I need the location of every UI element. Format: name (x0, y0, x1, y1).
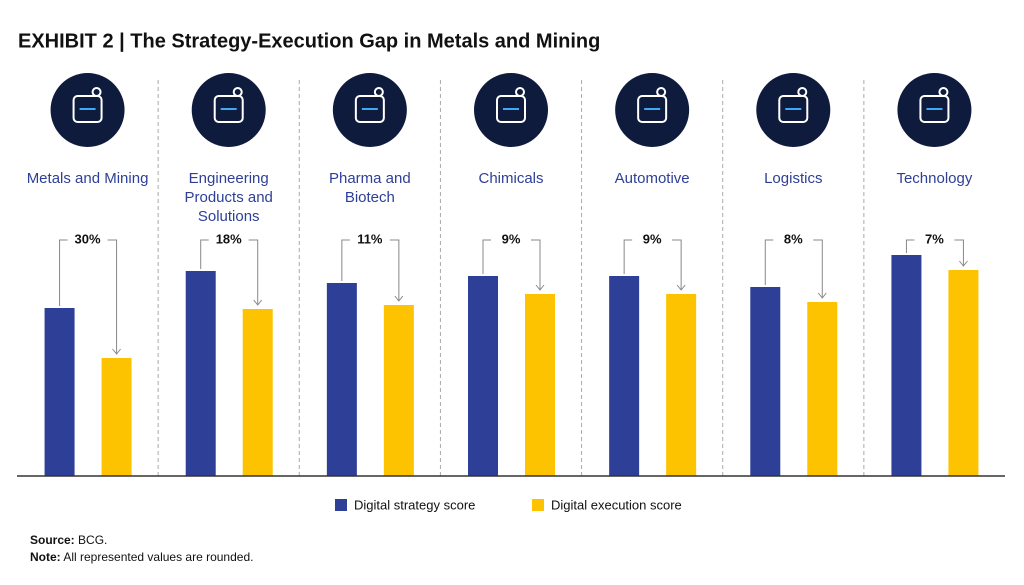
category-label: Chimicals (478, 170, 544, 187)
bar (948, 270, 979, 476)
icon-shape (919, 95, 950, 123)
category-label: Automotive (614, 170, 690, 187)
category-label: Engineering Products and Solutions (184, 170, 273, 225)
gap-bracket (623, 239, 682, 290)
icon-shape (778, 95, 809, 123)
bar (383, 305, 414, 476)
note-label: Note: (30, 550, 61, 564)
gap-label: 11% (357, 231, 383, 246)
legend-label: Digital strategy score (354, 497, 475, 512)
gap-label: 30% (75, 231, 101, 246)
gap-label: 8% (784, 231, 803, 246)
gap-bracket (764, 239, 823, 298)
icon-shape (373, 87, 384, 97)
chart-title: EXHIBIT 2 | The Strategy-Execution Gap i… (18, 30, 600, 52)
source: Source: BCG. (30, 533, 107, 547)
note-text: All represented values are rounded. (63, 550, 254, 564)
source-label: Source: (30, 533, 75, 547)
legend-swatch (532, 499, 544, 511)
bar (525, 294, 555, 476)
gap-label: 7% (925, 231, 944, 246)
bar (609, 276, 640, 476)
icon-shape (72, 95, 103, 123)
gap-arrow (112, 348, 121, 355)
gap-bracket (59, 239, 118, 354)
gap-arrow (253, 299, 263, 306)
icon-shape (938, 87, 949, 97)
gap-label: 9% (502, 231, 521, 246)
icon-shape (213, 95, 244, 123)
bar (468, 276, 498, 476)
icon-shape (496, 95, 526, 123)
source-text: BCG. (78, 533, 108, 547)
bar (326, 283, 357, 476)
gap-arrow (676, 284, 686, 291)
legend-swatch (335, 499, 347, 511)
gap-label: 18% (216, 231, 242, 246)
bar (185, 271, 216, 476)
icon (354, 87, 385, 123)
gap-bracket (341, 239, 400, 301)
gap-bracket (200, 239, 259, 305)
gap-arrow (394, 295, 404, 302)
icon-shape (656, 87, 667, 97)
icon (637, 87, 668, 123)
icon-shape (515, 87, 525, 97)
icon-shape (91, 87, 102, 97)
bar (891, 255, 922, 476)
category-label: Pharma and Biotech (328, 170, 411, 206)
icon (496, 87, 526, 123)
icon-shape (232, 87, 243, 97)
gap-arrow (535, 284, 545, 291)
icon-shape (797, 87, 808, 97)
icon (213, 87, 244, 123)
legend-label: Digital execution score (551, 497, 682, 512)
bar (44, 308, 75, 476)
bar (242, 309, 273, 476)
category-label: Metals and Mining (26, 170, 149, 187)
bar (750, 287, 781, 476)
gap-bracket (905, 239, 964, 266)
icon-shape (354, 95, 385, 123)
icon (778, 87, 809, 123)
gap-arrow (817, 292, 827, 299)
bar (807, 302, 838, 476)
icon (919, 87, 950, 123)
bar (101, 358, 132, 476)
note: Note: All represented values are rounded… (30, 550, 253, 564)
icon (72, 87, 103, 123)
bar (666, 294, 697, 476)
gap-bracket (482, 239, 541, 290)
category-label: Logistics (764, 170, 823, 187)
category-label: Technology (896, 170, 973, 187)
icon-shape (637, 95, 668, 123)
gap-label: 9% (643, 231, 662, 246)
gap-arrow (959, 260, 968, 267)
